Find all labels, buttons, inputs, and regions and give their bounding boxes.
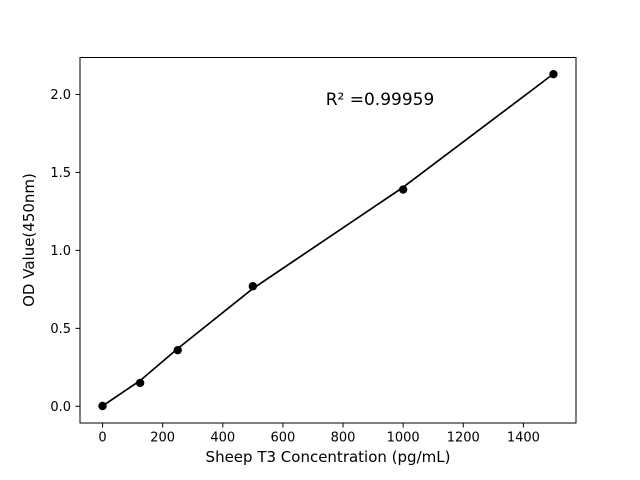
x-tick-label: 1000 — [387, 431, 420, 446]
data-point — [173, 345, 182, 355]
plot-area — [79, 57, 577, 424]
data-point — [549, 69, 558, 79]
y-tick-label: 2.0 — [50, 88, 71, 103]
fit-line — [101, 73, 555, 407]
plot-generated-layer: 0 200 400 600 800 1000 1200 1400 0.0 0.5 1.0 1.5 2.0 — [50, 57, 577, 446]
x-tick-label: 1200 — [447, 431, 480, 446]
data-point — [248, 282, 258, 291]
data-point — [98, 401, 107, 411]
y-axis-label: OD Value(450nm) — [20, 173, 38, 307]
y-tick-label: 1.5 — [50, 166, 71, 181]
x-tick-label: 200 — [150, 431, 175, 446]
x-tick-label: 0 — [98, 431, 106, 446]
x-tick-label: 800 — [331, 431, 356, 446]
x-tick-label: 1400 — [507, 431, 540, 446]
r-squared-annotation: R² =0.99959 — [326, 90, 435, 110]
data-point — [398, 185, 408, 194]
x-tick-label: 400 — [210, 431, 235, 446]
y-tick-label: 0.5 — [50, 322, 71, 337]
y-tick-label: 1.0 — [50, 244, 71, 259]
x-axis-label: Sheep T3 Concentration (pg/mL) — [206, 448, 451, 466]
data-point — [135, 378, 145, 388]
y-tick-label: 0.0 — [50, 400, 71, 415]
x-tick-label: 600 — [270, 431, 295, 446]
